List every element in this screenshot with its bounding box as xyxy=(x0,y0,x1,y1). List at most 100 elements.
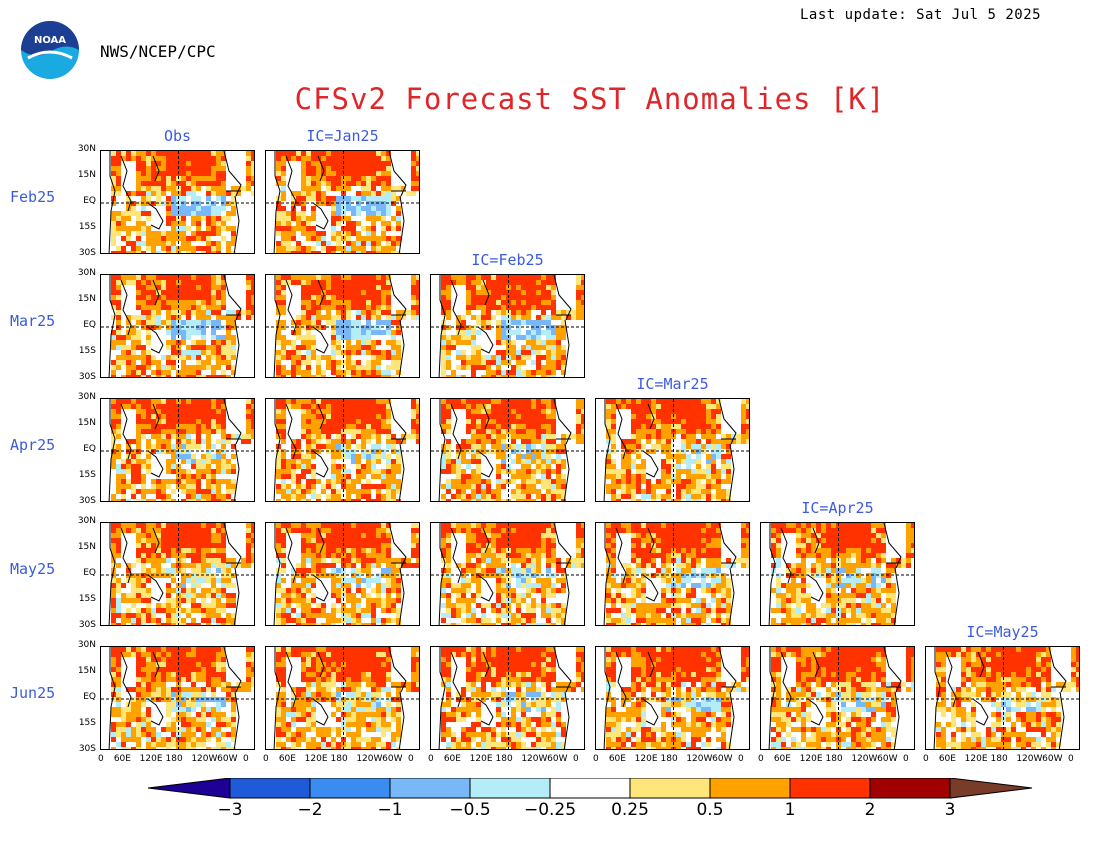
lon-label: 60E xyxy=(608,754,626,764)
colorbar-segment xyxy=(949,777,1033,799)
lat-label: 15N xyxy=(77,294,96,304)
lon-label: 60W xyxy=(877,754,898,764)
lon-label: 120E xyxy=(304,754,328,764)
lat-label: 15S xyxy=(78,222,96,232)
lon-label: 0 xyxy=(573,754,579,764)
colorbar-tick-label: 1 xyxy=(784,800,796,820)
lon-label: 60W xyxy=(382,754,403,764)
lon-label: 0 xyxy=(1068,754,1074,764)
sst-map-panel xyxy=(100,150,255,254)
lon-label: 120E xyxy=(634,754,658,764)
lon-label: 120E xyxy=(964,754,988,764)
lon-label: 120W xyxy=(686,754,713,764)
lat-label: 30N xyxy=(77,392,96,402)
lat-label: 30S xyxy=(78,248,96,258)
lon-label: 120W xyxy=(1016,754,1043,764)
lon-label: 180 xyxy=(990,754,1008,764)
colorbar-tick-label: −3 xyxy=(217,800,243,820)
colorbar-segment xyxy=(147,777,231,799)
sst-map-panel xyxy=(595,398,750,502)
noaa-logo: NOAA xyxy=(20,20,80,80)
lat-label: 15N xyxy=(77,542,96,552)
lon-label: 0 xyxy=(428,754,434,764)
colorbar-tick-label: 2 xyxy=(864,800,876,820)
colorbar-segment xyxy=(869,777,951,799)
colorbar-tick-label: −0.25 xyxy=(523,800,577,820)
sst-map-panel xyxy=(925,646,1080,750)
column-label: IC=May25 xyxy=(966,623,1039,641)
sst-map-panel xyxy=(760,646,915,750)
lon-label: 0 xyxy=(243,754,249,764)
sst-map-panel xyxy=(430,646,585,750)
lon-label: 0 xyxy=(758,754,764,764)
colorbar-segment xyxy=(549,777,631,799)
lat-label: 30S xyxy=(78,496,96,506)
sst-map-panel xyxy=(265,150,420,254)
lat-label: 30N xyxy=(77,516,96,526)
agency-name: NWS/NCEP/CPC xyxy=(100,42,216,61)
lon-label: 60W xyxy=(712,754,733,764)
sst-map-panel xyxy=(100,398,255,502)
lon-label: 180 xyxy=(660,754,678,764)
lon-label: 120W xyxy=(191,754,218,764)
colorbar-segment xyxy=(229,777,311,799)
sst-map-panel xyxy=(100,274,255,378)
colorbar-tick-label: 0.25 xyxy=(611,800,649,820)
lon-label: 120W xyxy=(521,754,548,764)
lat-label: 15S xyxy=(78,594,96,604)
lat-label: 30N xyxy=(77,268,96,278)
sst-map-panel xyxy=(760,522,915,626)
column-label: Obs xyxy=(163,127,192,145)
colorbar-tick-label: 0.5 xyxy=(696,800,724,820)
lat-label: 15N xyxy=(77,666,96,676)
page-title: CFSv2 Forecast SST Anomalies [K] xyxy=(294,82,886,116)
lat-label: EQ xyxy=(83,568,96,578)
colorbar-segment xyxy=(629,777,711,799)
sst-map-panel xyxy=(100,522,255,626)
colorbar-svg xyxy=(147,777,1033,799)
lat-label: 15S xyxy=(78,718,96,728)
lon-label: 0 xyxy=(738,754,744,764)
colorbar-segment xyxy=(709,777,791,799)
lat-label: 30N xyxy=(77,640,96,650)
sst-map-panel xyxy=(430,274,585,378)
colorbar-tick-label: −1 xyxy=(377,800,403,820)
colorbar-segment xyxy=(789,777,871,799)
lon-label: 0 xyxy=(98,754,104,764)
column-label: IC=Feb25 xyxy=(471,251,544,269)
lon-label: 60W xyxy=(217,754,238,764)
lon-label: 60E xyxy=(278,754,296,764)
colorbar-tick-label: 3 xyxy=(944,800,956,820)
lon-label: 60E xyxy=(443,754,461,764)
column-label: IC=Jan25 xyxy=(306,127,379,145)
sst-map-panel xyxy=(265,522,420,626)
colorbar-segment xyxy=(389,777,471,799)
lat-label: 30S xyxy=(78,744,96,754)
lat-label: 15S xyxy=(78,470,96,480)
lon-label: 0 xyxy=(408,754,414,764)
lon-label: 180 xyxy=(825,754,843,764)
lat-label: 15S xyxy=(78,346,96,356)
lon-label: 120E xyxy=(139,754,163,764)
lon-label: 0 xyxy=(903,754,909,764)
lat-label: 30S xyxy=(78,620,96,630)
lon-label: 120E xyxy=(469,754,493,764)
lat-label: EQ xyxy=(83,196,96,206)
colorbar-segment xyxy=(469,777,551,799)
lat-label: EQ xyxy=(83,444,96,454)
lon-label: 120W xyxy=(356,754,383,764)
sst-map-panel xyxy=(430,398,585,502)
noaa-logo-text: NOAA xyxy=(34,35,66,46)
colorbar-tick-label: −2 xyxy=(297,800,323,820)
lon-label: 60E xyxy=(113,754,131,764)
colorbar-tick-label: −0.5 xyxy=(449,800,491,820)
lat-label: 15N xyxy=(77,418,96,428)
lon-label: 180 xyxy=(330,754,348,764)
sst-map-panel xyxy=(100,646,255,750)
sst-map-panel xyxy=(595,522,750,626)
lon-label: 120E xyxy=(799,754,823,764)
lon-label: 60E xyxy=(773,754,791,764)
last-update: Last update: Sat Jul 5 2025 xyxy=(800,7,1042,23)
sst-map-panel xyxy=(265,646,420,750)
row-label: May25 xyxy=(10,560,56,578)
